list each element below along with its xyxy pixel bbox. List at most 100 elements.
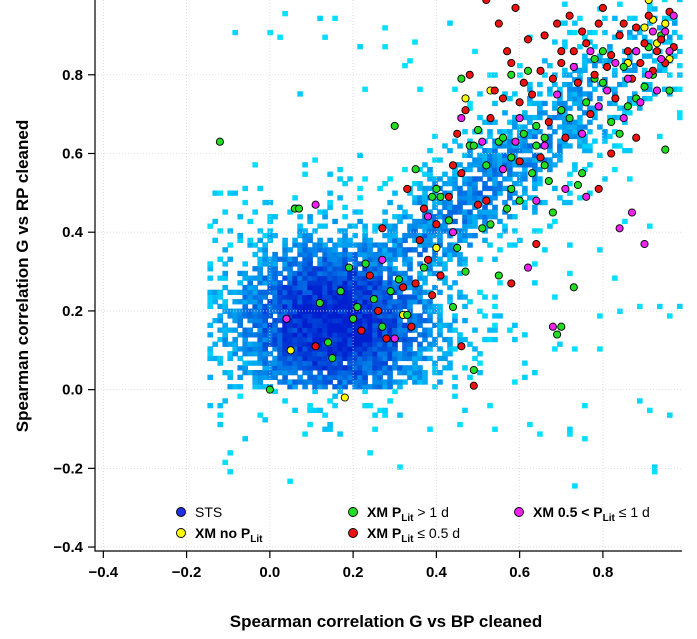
data-point [311, 200, 320, 209]
density-cell [582, 91, 588, 97]
density-cell [477, 176, 483, 182]
density-cell [387, 398, 393, 404]
density-cell [292, 327, 298, 333]
density-cell [372, 266, 378, 272]
density-cell [252, 294, 258, 300]
density-cell [377, 374, 383, 380]
legend-marker [514, 507, 524, 517]
density-cell [337, 256, 343, 262]
density-cell [272, 374, 278, 380]
density-cell [502, 185, 508, 192]
density-cell [337, 360, 343, 366]
density-cell [302, 247, 308, 253]
density-cell [327, 374, 333, 380]
density-cell [227, 327, 233, 333]
density-cell [387, 176, 393, 182]
density-cell [332, 247, 338, 253]
density-cell [647, 223, 653, 229]
density-cell [322, 374, 328, 380]
density-cell [577, 105, 583, 111]
density-cell [607, 114, 613, 121]
density-cell [352, 322, 358, 328]
data-point [507, 153, 516, 162]
density-cell [337, 388, 343, 395]
density-cell [342, 228, 348, 234]
density-cell [647, 20, 653, 26]
density-cell [372, 379, 378, 385]
density-cell [572, 129, 578, 135]
density-cell [452, 138, 458, 144]
density-cell [462, 195, 468, 201]
density-cell [342, 313, 348, 319]
density-cell [287, 478, 293, 484]
density-cell [247, 318, 253, 324]
density-cell [562, 119, 568, 125]
density-cell [402, 365, 408, 371]
density-cell [447, 148, 453, 154]
density-cell [302, 162, 308, 168]
density-cell [392, 251, 398, 258]
data-point [336, 287, 345, 296]
density-cell [332, 242, 338, 248]
density-cell [387, 275, 393, 281]
data-point [623, 102, 632, 111]
density-cell [492, 100, 498, 107]
density-cell [307, 303, 313, 310]
density-cell [537, 81, 543, 88]
data-point [652, 47, 662, 56]
density-cell [457, 270, 463, 277]
data-point [548, 322, 557, 331]
density-cell [492, 157, 498, 163]
density-cell [357, 270, 363, 277]
density-cell [322, 223, 328, 229]
density-cell [257, 247, 263, 253]
data-point [465, 70, 474, 79]
density-cell [262, 417, 268, 423]
density-cell [327, 308, 333, 314]
density-cell [532, 204, 538, 210]
density-cell [252, 251, 258, 258]
density-cell [257, 185, 263, 192]
density-cell [377, 336, 383, 343]
density-cell [487, 403, 493, 409]
density-cell [482, 166, 488, 173]
density-cell [242, 346, 248, 352]
density-cell [237, 393, 243, 399]
density-cell [342, 299, 348, 305]
density-cell [577, 114, 583, 121]
density-cell [342, 289, 348, 295]
density-cell [572, 100, 578, 107]
density-cell [397, 289, 403, 295]
density-cell [402, 63, 408, 69]
density-cell [367, 332, 373, 338]
density-cell [637, 29, 643, 36]
density-cell [547, 63, 553, 69]
density-cell [677, 48, 683, 55]
data-point [311, 342, 320, 351]
density-cell [647, 96, 653, 102]
density-cell [457, 143, 463, 149]
density-cell [452, 176, 458, 182]
density-cell [352, 242, 358, 248]
density-cell [302, 351, 308, 357]
density-cell [217, 421, 223, 428]
density-cell [332, 261, 338, 267]
density-cell [232, 341, 238, 347]
density-cell [322, 209, 328, 215]
density-cell [397, 270, 403, 277]
density-cell [342, 346, 348, 352]
density-cell [262, 233, 268, 239]
density-cell [327, 398, 333, 404]
density-cell [337, 379, 343, 385]
density-cell [452, 185, 458, 192]
density-cell [327, 370, 333, 376]
density-cell [407, 299, 413, 305]
density-cell [277, 308, 283, 314]
density-cell [577, 86, 583, 92]
density-cell [262, 384, 268, 390]
density-cell [227, 190, 233, 196]
density-cell [322, 322, 328, 328]
density-cell [567, 105, 573, 111]
density-cell [317, 261, 323, 267]
density-cell [477, 91, 483, 97]
